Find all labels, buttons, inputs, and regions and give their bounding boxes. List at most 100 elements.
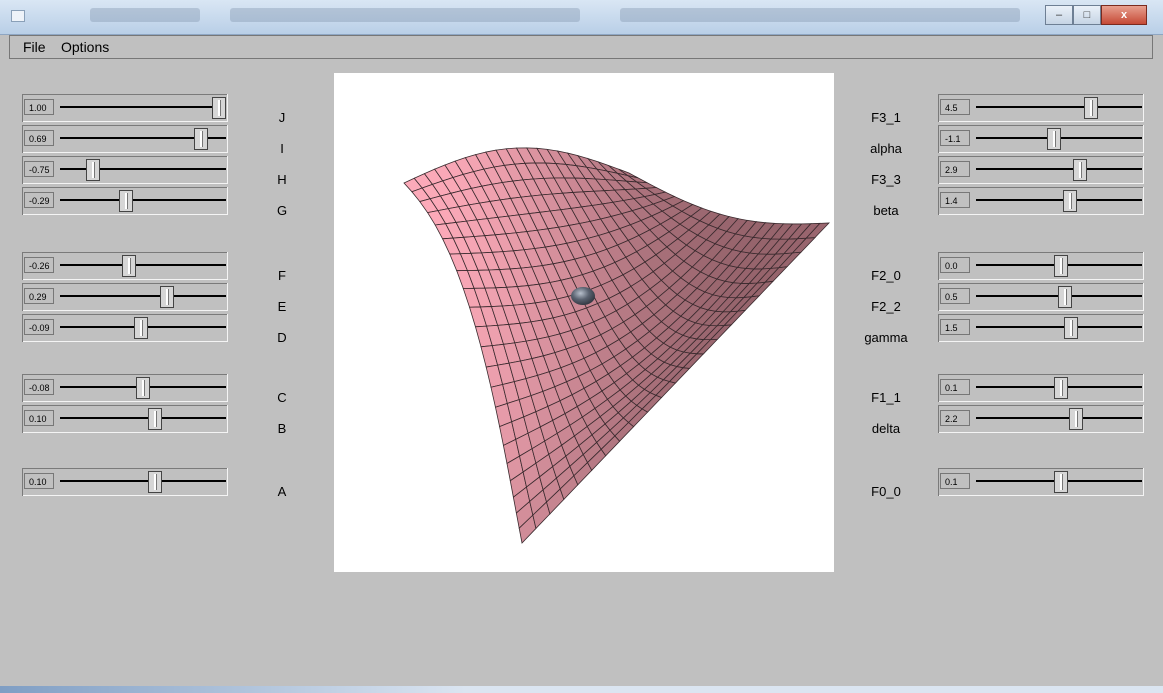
slider-value-box[interactable]: -0.29 bbox=[24, 192, 54, 208]
slider-track[interactable] bbox=[60, 480, 226, 482]
right-label-f3_1: F3_1 bbox=[871, 110, 901, 125]
slider-thumb[interactable] bbox=[212, 97, 226, 119]
slider-value-box[interactable]: 1.5 bbox=[940, 319, 970, 335]
slider-track[interactable] bbox=[976, 199, 1142, 201]
left-slider-c[interactable]: -0.08 bbox=[22, 374, 228, 402]
slider-thumb[interactable] bbox=[85, 159, 100, 181]
menu-file[interactable]: File bbox=[23, 39, 46, 55]
right-label-f3_3: F3_3 bbox=[871, 172, 901, 187]
taskbar-edge bbox=[0, 686, 1163, 693]
right-slider-gamma[interactable]: 1.5 bbox=[938, 314, 1144, 342]
slider-value-box[interactable]: -0.08 bbox=[24, 379, 54, 395]
slider-thumb[interactable] bbox=[1053, 377, 1068, 399]
slider-thumb[interactable] bbox=[1047, 128, 1062, 150]
slider-thumb[interactable] bbox=[1073, 159, 1088, 181]
left-label-i: I bbox=[280, 141, 284, 156]
slider-value-box[interactable]: -0.26 bbox=[24, 257, 54, 273]
slider-value-box[interactable]: 0.29 bbox=[24, 288, 54, 304]
slider-thumb[interactable] bbox=[1064, 317, 1079, 339]
left-slider-g[interactable]: -0.29 bbox=[22, 187, 228, 215]
slider-thumb[interactable] bbox=[1053, 255, 1068, 277]
slider-value-box[interactable]: 2.2 bbox=[940, 410, 970, 426]
blurred-title-text bbox=[90, 8, 200, 22]
slider-thumb[interactable] bbox=[1058, 286, 1073, 308]
right-slider-f1_1[interactable]: 0.1 bbox=[938, 374, 1144, 402]
slider-track[interactable] bbox=[976, 106, 1142, 108]
slider-track[interactable] bbox=[60, 137, 226, 139]
right-label-f2_2: F2_2 bbox=[871, 299, 901, 314]
slider-track[interactable] bbox=[60, 168, 226, 170]
right-label-f0_0: F0_0 bbox=[871, 484, 901, 499]
slider-track[interactable] bbox=[60, 295, 226, 297]
slider-value-box[interactable]: 0.10 bbox=[24, 473, 54, 489]
right-slider-f2_2[interactable]: 0.5 bbox=[938, 283, 1144, 311]
slider-thumb[interactable] bbox=[1053, 471, 1068, 493]
right-slider-beta[interactable]: 1.4 bbox=[938, 187, 1144, 215]
right-slider-f3_3[interactable]: 2.9 bbox=[938, 156, 1144, 184]
left-slider-e[interactable]: 0.29 bbox=[22, 283, 228, 311]
slider-value-box[interactable]: 1.00 bbox=[24, 99, 54, 115]
right-slider-f3_1[interactable]: 4.5 bbox=[938, 94, 1144, 122]
blurred-background-styles bbox=[620, 8, 1020, 22]
right-label-f1_1: F1_1 bbox=[871, 390, 901, 405]
maximize-button[interactable]: □ bbox=[1073, 5, 1101, 25]
surface-plot bbox=[403, 147, 830, 544]
slider-track[interactable] bbox=[976, 326, 1142, 328]
slider-track[interactable] bbox=[976, 417, 1142, 419]
slider-thumb[interactable] bbox=[1083, 97, 1098, 119]
close-button[interactable]: x bbox=[1101, 5, 1147, 25]
app-icon bbox=[11, 10, 25, 22]
slider-thumb[interactable] bbox=[148, 408, 163, 430]
slider-thumb[interactable] bbox=[122, 255, 137, 277]
slider-value-box[interactable]: -0.09 bbox=[24, 319, 54, 335]
left-slider-i[interactable]: 0.69 bbox=[22, 125, 228, 153]
slider-thumb[interactable] bbox=[148, 471, 163, 493]
left-label-b: B bbox=[277, 421, 287, 436]
right-label-delta: delta bbox=[871, 421, 901, 436]
right-slider-f2_0[interactable]: 0.0 bbox=[938, 252, 1144, 280]
right-slider-f0_0[interactable]: 0.1 bbox=[938, 468, 1144, 496]
left-label-c: C bbox=[277, 390, 287, 405]
slider-thumb[interactable] bbox=[119, 190, 134, 212]
slider-track[interactable] bbox=[976, 168, 1142, 170]
slider-value-box[interactable]: 0.69 bbox=[24, 130, 54, 146]
slider-track[interactable] bbox=[60, 199, 226, 201]
right-label-beta: beta bbox=[873, 203, 899, 218]
title-bar: – □ x bbox=[0, 0, 1163, 35]
slider-value-box[interactable]: -1.1 bbox=[940, 130, 970, 146]
slider-thumb[interactable] bbox=[193, 128, 208, 150]
slider-track[interactable] bbox=[60, 106, 226, 108]
left-slider-j[interactable]: 1.00 bbox=[22, 94, 228, 122]
slider-value-box[interactable]: 1.4 bbox=[940, 192, 970, 208]
surface-mesh bbox=[403, 147, 830, 544]
right-label-f2_0: F2_0 bbox=[871, 268, 901, 283]
slider-track[interactable] bbox=[60, 417, 226, 419]
slider-track[interactable] bbox=[60, 264, 226, 266]
slider-thumb[interactable] bbox=[134, 317, 149, 339]
blurred-background-toolbar bbox=[230, 8, 580, 22]
right-slider-delta[interactable]: 2.2 bbox=[938, 405, 1144, 433]
left-slider-b[interactable]: 0.10 bbox=[22, 405, 228, 433]
slider-value-box[interactable]: 0.5 bbox=[940, 288, 970, 304]
left-slider-f[interactable]: -0.26 bbox=[22, 252, 228, 280]
slider-thumb[interactable] bbox=[160, 286, 175, 308]
slider-thumb[interactable] bbox=[1068, 408, 1083, 430]
slider-value-box[interactable]: 0.1 bbox=[940, 473, 970, 489]
slider-value-box[interactable]: 0.0 bbox=[940, 257, 970, 273]
slider-value-box[interactable]: 4.5 bbox=[940, 99, 970, 115]
left-slider-h[interactable]: -0.75 bbox=[22, 156, 228, 184]
slider-value-box[interactable]: 0.1 bbox=[940, 379, 970, 395]
menu-options[interactable]: Options bbox=[61, 39, 110, 55]
left-label-d: D bbox=[277, 330, 287, 345]
slider-value-box[interactable]: 2.9 bbox=[940, 161, 970, 177]
slider-thumb[interactable] bbox=[136, 377, 150, 399]
slider-value-box[interactable]: 0.10 bbox=[24, 410, 54, 426]
slider-thumb[interactable] bbox=[1062, 190, 1077, 212]
right-slider-alpha[interactable]: -1.1 bbox=[938, 125, 1144, 153]
slider-value-box[interactable]: -0.75 bbox=[24, 161, 54, 177]
surface-plot-viewport[interactable] bbox=[334, 73, 834, 572]
left-slider-d[interactable]: -0.09 bbox=[22, 314, 228, 342]
minimize-button[interactable]: – bbox=[1045, 5, 1073, 25]
menu-bar: File Options bbox=[9, 35, 1153, 59]
left-slider-a[interactable]: 0.10 bbox=[22, 468, 228, 496]
